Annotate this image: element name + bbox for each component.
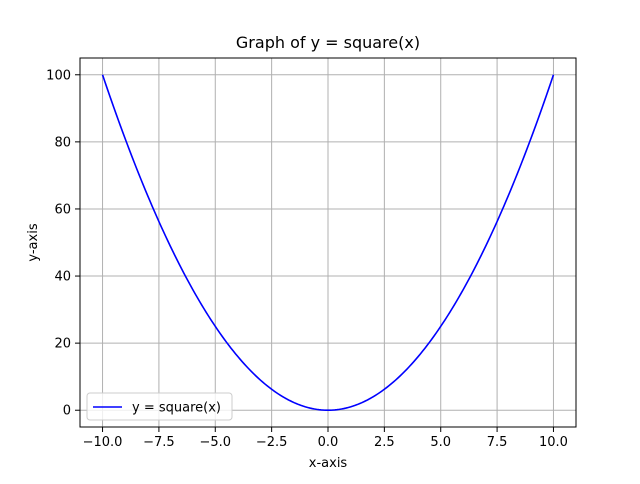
chart-title: Graph of y = square(x) <box>236 33 420 52</box>
y-axis-label: y-axis <box>26 223 41 261</box>
y-tick-label: 0 <box>63 404 71 419</box>
axis-ticks: −10.0 −7.5 −5.0 −2.5 0.0 2.5 5.0 7.5 10.0 0 20 40 60… <box>46 68 568 450</box>
legend-box <box>86 392 233 421</box>
legend-label: y = square(x) <box>132 401 221 416</box>
y-tick-label: 100 <box>46 68 71 83</box>
x-tick-label: −5.0 <box>199 435 231 450</box>
x-tick-label: −2.5 <box>256 435 288 450</box>
legend: y = square(x) <box>86 392 233 421</box>
x-tick-label: 5.0 <box>430 435 451 450</box>
y-tick-label: 20 <box>54 337 71 352</box>
series-layer <box>101 74 555 412</box>
x-tick-label: −7.5 <box>143 435 175 450</box>
y-tick-label: 80 <box>54 135 71 150</box>
x-tick-label: 10.0 <box>539 435 568 450</box>
x-tick-label: 2.5 <box>374 435 395 450</box>
x-axis-label: x-axis <box>309 456 348 471</box>
y-tick-label: 60 <box>54 202 71 217</box>
x-tick-label: −10.0 <box>83 435 123 450</box>
y-tick-label: 40 <box>54 270 71 285</box>
x-tick-label: 7.5 <box>487 435 508 450</box>
series-line <box>101 74 555 412</box>
x-tick-label: 0.0 <box>318 435 339 450</box>
